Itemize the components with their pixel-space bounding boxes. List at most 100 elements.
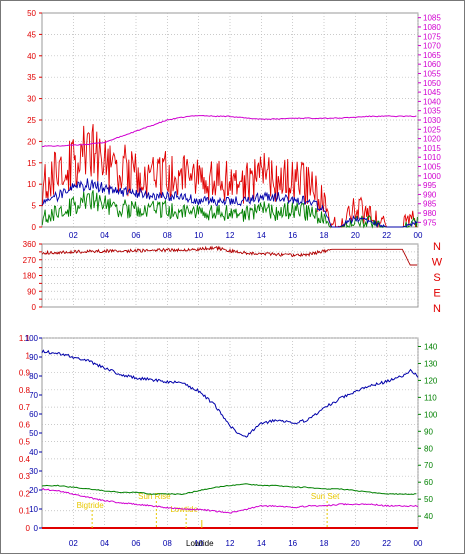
temp-y-tick-label: 110 bbox=[424, 393, 437, 402]
direction-y-tick-label: 90 bbox=[27, 287, 36, 296]
temp-y-tick-label: 120 bbox=[424, 376, 438, 385]
panel-wind-frame bbox=[41, 12, 419, 228]
rain-y-tick-label: 0.6 bbox=[19, 420, 31, 429]
wind-x-tick-label: 20 bbox=[351, 231, 360, 240]
weather-x-tick-label: 08 bbox=[163, 539, 172, 548]
event-label: Sun Rise bbox=[138, 492, 171, 501]
temp-y-tick-label: 130 bbox=[424, 359, 438, 368]
compass-label-e: E bbox=[433, 288, 440, 300]
baro-y-tick-label: 1055 bbox=[423, 69, 441, 78]
wind-average-line bbox=[41, 178, 418, 228]
humidity-y-tick-label: 50 bbox=[29, 429, 38, 438]
weather-x-tick-label: 14 bbox=[257, 539, 266, 548]
baro-y-tick-label: 1015 bbox=[423, 144, 441, 153]
baro-y-tick-label: 1040 bbox=[423, 97, 441, 106]
wind-x-tick-label: 02 bbox=[69, 231, 78, 240]
rain-y-tick-label: 1.1 bbox=[19, 334, 31, 343]
baro-y-tick-label: 1005 bbox=[423, 163, 441, 172]
rain-y-tick-label: 0.4 bbox=[19, 455, 31, 464]
barometer-line bbox=[42, 114, 417, 147]
baro-y-tick-label: 1030 bbox=[423, 116, 441, 125]
windspeed-line bbox=[41, 124, 418, 229]
temp-y-tick-label: 140 bbox=[424, 342, 438, 351]
rain-y-tick-label: 0.1 bbox=[19, 507, 31, 516]
weather-x-tick-label: 02 bbox=[69, 539, 78, 548]
compass-label-n: N bbox=[433, 303, 441, 315]
direction-y-tick-label: 0 bbox=[32, 303, 37, 312]
baro-y-tick-label: 1050 bbox=[423, 79, 441, 88]
rain-y-tick-label: 0.5 bbox=[19, 438, 31, 447]
wind-y-tick-label: 20 bbox=[27, 137, 36, 146]
humidity-y-tick-label: 100 bbox=[25, 334, 39, 343]
temperature-line bbox=[41, 483, 417, 496]
baro-y-tick-label: 980 bbox=[423, 209, 437, 218]
wind-direction-line bbox=[41, 245, 418, 266]
baro-y-tick-label: 975 bbox=[423, 218, 437, 227]
weather-x-tick-label: 10 bbox=[194, 539, 203, 548]
humidity-y-tick-label: 30 bbox=[29, 467, 38, 476]
weather-x-tick-label: 20 bbox=[351, 539, 360, 548]
baro-y-tick-label: 1075 bbox=[423, 32, 441, 41]
baro-y-tick-label: 1010 bbox=[423, 153, 441, 162]
compass-label-n: N bbox=[433, 241, 441, 253]
wind-x-tick-label: 18 bbox=[320, 231, 329, 240]
wind-gust-line bbox=[41, 190, 418, 229]
event-label: Sun Set bbox=[311, 492, 340, 501]
rain-y-tick-label: 0 bbox=[26, 524, 31, 533]
weather-x-tick-label: 04 bbox=[100, 539, 109, 548]
direction-y-tick-label: 270 bbox=[23, 256, 37, 265]
event-axis-label: Lowtide bbox=[186, 539, 214, 548]
temp-y-tick-label: 60 bbox=[424, 478, 433, 487]
rain-y-tick-label: 0.9 bbox=[19, 369, 31, 378]
temp-y-tick-label: 80 bbox=[424, 444, 433, 453]
weather-x-tick-label: 12 bbox=[226, 539, 235, 548]
wind-y-tick-label: 35 bbox=[27, 73, 36, 82]
temp-y-tick-label: 50 bbox=[424, 495, 433, 504]
event-label: Bigtride bbox=[77, 501, 105, 510]
baro-y-tick-label: 1080 bbox=[423, 23, 441, 32]
weather-x-tick-label: 16 bbox=[288, 539, 297, 548]
wind-y-tick-label: 50 bbox=[27, 9, 36, 18]
temp-y-tick-label: 40 bbox=[424, 512, 433, 521]
temp-y-tick-label: 100 bbox=[424, 410, 438, 419]
baro-y-tick-label: 990 bbox=[423, 190, 437, 199]
rain-y-tick-label: 0.3 bbox=[19, 472, 31, 481]
wind-x-tick-label: 00 bbox=[414, 231, 423, 240]
humidity-y-tick-label: 10 bbox=[29, 505, 38, 514]
rain-y-tick-label: 0.7 bbox=[19, 403, 31, 412]
humidity-y-tick-label: 60 bbox=[29, 410, 38, 419]
wind-y-tick-label: 45 bbox=[27, 30, 36, 39]
weather-x-tick-label: 18 bbox=[320, 539, 329, 548]
direction-y-tick-label: 360 bbox=[23, 240, 37, 249]
compass-label-w: W bbox=[432, 257, 443, 269]
temp-y-tick-label: 90 bbox=[424, 427, 433, 436]
dewpoint-line bbox=[41, 487, 419, 514]
wind-x-tick-label: 12 bbox=[226, 231, 235, 240]
weather-x-tick-label: 00 bbox=[414, 539, 423, 548]
wind-y-tick-label: 15 bbox=[27, 159, 36, 168]
humidity-y-tick-label: 80 bbox=[29, 372, 38, 381]
compass-label-s: S bbox=[433, 272, 440, 284]
direction-y-tick-label: 180 bbox=[23, 272, 37, 281]
baro-y-tick-label: 1060 bbox=[423, 60, 441, 69]
baro-y-tick-label: 1065 bbox=[423, 51, 441, 60]
humidity-y-tick-label: 0 bbox=[34, 524, 39, 533]
wind-x-tick-label: 04 bbox=[100, 231, 109, 240]
event-label: Lowtide bbox=[170, 505, 198, 514]
humidity-y-tick-label: 70 bbox=[29, 391, 38, 400]
humidity-y-tick-label: 20 bbox=[29, 486, 38, 495]
humidity-line bbox=[41, 349, 419, 438]
wind-y-tick-label: 25 bbox=[27, 116, 36, 125]
baro-y-tick-label: 1045 bbox=[423, 88, 441, 97]
baro-y-tick-label: 985 bbox=[423, 200, 437, 209]
humidity-y-tick-label: 40 bbox=[29, 448, 38, 457]
wind-x-tick-label: 22 bbox=[382, 231, 391, 240]
temp-y-tick-label: 70 bbox=[424, 461, 433, 470]
wind-y-tick-label: 0 bbox=[32, 223, 37, 232]
baro-y-tick-label: 1035 bbox=[423, 107, 441, 116]
panel-weather-frame bbox=[41, 337, 419, 529]
wind-y-tick-label: 40 bbox=[27, 52, 36, 61]
baro-y-tick-label: 995 bbox=[423, 181, 437, 190]
